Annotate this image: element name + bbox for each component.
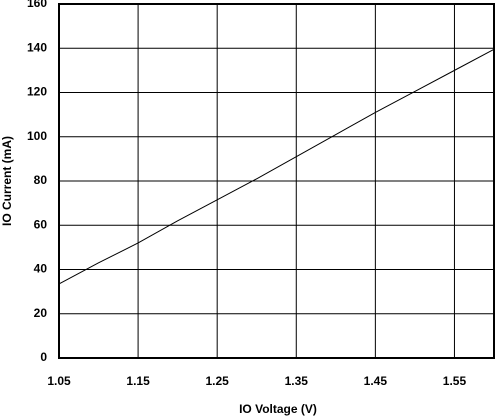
y-tick-label: 120 [27, 85, 47, 99]
y-tick-label: 80 [34, 173, 48, 187]
y-tick-label: 100 [27, 129, 47, 143]
y-axis-title: IO Current (mA) [0, 136, 14, 226]
x-tick-label: 1.55 [443, 374, 467, 388]
y-tick-label: 20 [34, 306, 48, 320]
y-tick-label: 140 [27, 40, 47, 54]
x-axis-title: IO Voltage (V) [239, 402, 317, 416]
x-tick-label: 1.45 [364, 374, 388, 388]
y-tick-label: 40 [34, 262, 48, 276]
x-tick-label: 1.25 [206, 374, 230, 388]
y-tick-label: 60 [34, 217, 48, 231]
x-tick-label: 1.15 [126, 374, 150, 388]
data-line [58, 48, 495, 285]
y-tick-label: 160 [27, 0, 47, 10]
plot-frame [58, 3, 495, 359]
x-tick-label: 1.05 [47, 374, 71, 388]
x-tick-label: 1.35 [285, 374, 309, 388]
y-tick-label: 0 [40, 350, 47, 364]
